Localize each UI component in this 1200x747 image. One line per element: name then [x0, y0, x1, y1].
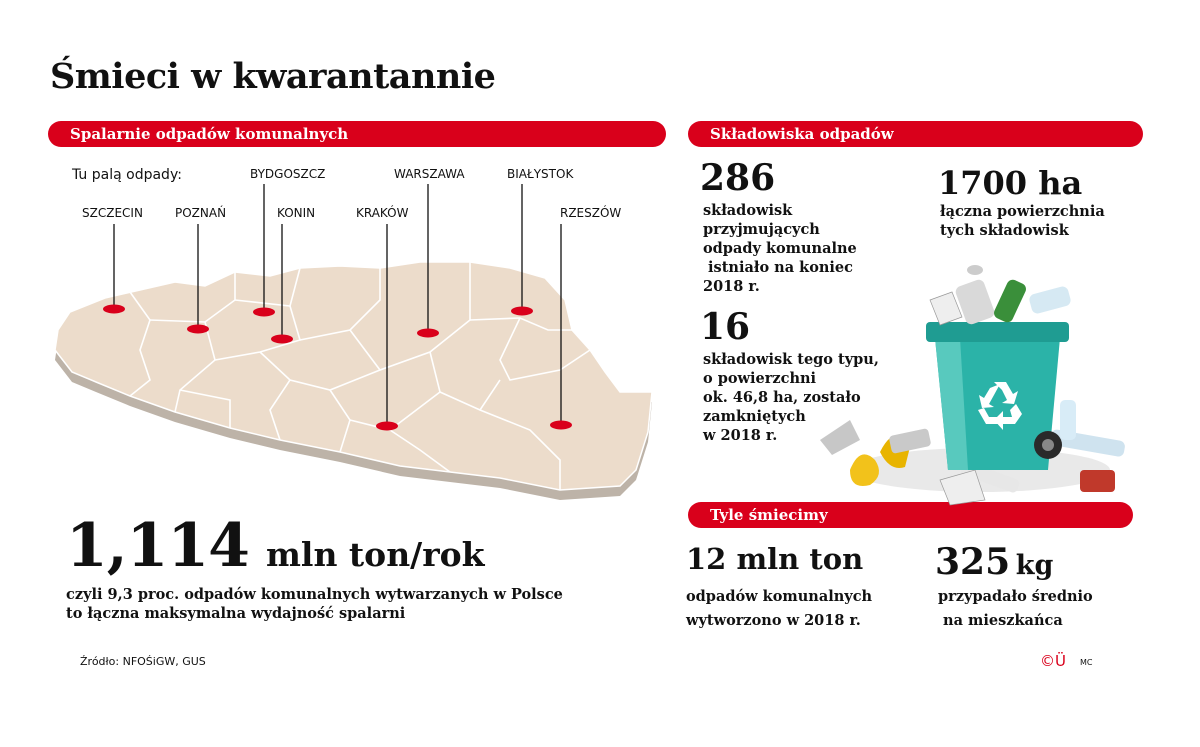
capacity-number: 1,114: [66, 511, 250, 581]
banner-landfills: Składowiska odpadów: [688, 121, 1143, 147]
map-outline: [54, 261, 653, 491]
city-label-warszawa: WARSZAWA: [394, 167, 465, 181]
source-note: Źródło: NFOŚiGW, GUS: [80, 655, 206, 668]
capacity-line-2: to łączna maksymalna wydajność spalarni: [66, 605, 406, 622]
author-credit: MC: [1080, 658, 1093, 667]
dot-warszawa: [417, 328, 439, 338]
dot-krakow: [376, 421, 398, 431]
dot-rzeszow: [550, 420, 572, 430]
recycle-symbol-icon: [978, 382, 1022, 430]
city-label-krakow: KRAKÓW: [356, 206, 409, 220]
city-label-bydgoszcz: BYDGOSZCZ: [250, 167, 326, 181]
publisher-logo: ©Ü: [1040, 652, 1066, 670]
waste-total-text: odpadów komunalnych wytworzono w 2018 r.: [686, 588, 873, 629]
dot-poznan: [187, 324, 209, 334]
landfill-closed-number: 16: [700, 306, 751, 348]
waste-per-capita-text: przypadało średnio na mieszkańca: [938, 588, 1093, 629]
city-label-bialystok: BIAŁYSTOK: [507, 167, 574, 181]
dot-konin: [271, 334, 293, 344]
city-label-poznan: POZNAŃ: [175, 206, 227, 220]
landfill-area-text: łączna powierzchnia tych składowisk: [940, 203, 1105, 239]
landfill-count-number: 286: [700, 157, 776, 199]
landfill-count-text: składowisk przyjmujących odpady komunaln…: [703, 202, 857, 295]
capacity-unit: mln ton/rok: [266, 535, 485, 574]
waste-total-number: 12 mln ton: [686, 542, 864, 576]
recycle-bin-icon: [820, 265, 1125, 506]
landfill-area-number: 1700 ha: [938, 164, 1083, 202]
city-label-rzeszow: RZESZÓW: [560, 206, 622, 220]
banner-incinerators: Spalarnie odpadów komunalnych: [48, 121, 666, 147]
page-title: Śmieci w kwarantannie: [50, 56, 496, 97]
city-label-szczecin: SZCZECIN: [82, 206, 143, 220]
waste-per-capita-number: 325 kg: [935, 541, 1054, 583]
map-intro: Tu palą odpady:: [72, 167, 182, 183]
dot-szczecin: [103, 304, 125, 314]
incinerator-dots: [103, 304, 572, 431]
dot-bialystok: [511, 306, 533, 316]
banner-waste: Tyle śmiecimy: [688, 502, 1133, 528]
landfill-closed-text: składowisk tego typu, o powierzchni ok. …: [703, 351, 879, 444]
capacity-line-1: czyli 9,3 proc. odpadów komunalnych wytw…: [66, 586, 563, 603]
city-label-konin: KONIN: [277, 206, 316, 220]
dot-bydgoszcz: [253, 307, 275, 317]
